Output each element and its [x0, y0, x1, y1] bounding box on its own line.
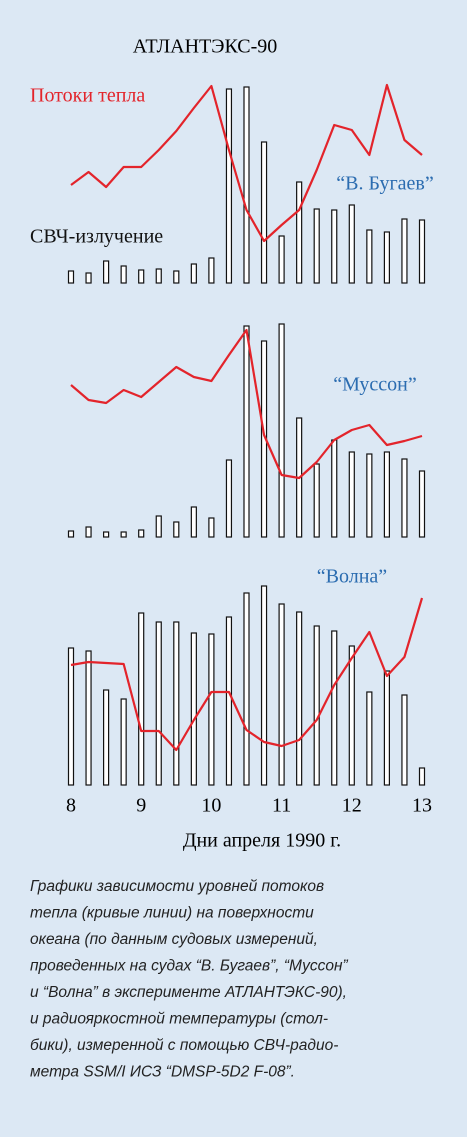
bar	[383, 670, 390, 786]
x-tick-label: 10	[201, 795, 221, 817]
bar	[138, 612, 145, 786]
caption-line: тепла (кривые линии) на поверхности	[30, 905, 314, 922]
bar	[85, 272, 92, 284]
bar	[331, 630, 338, 786]
bar	[190, 506, 197, 538]
bar	[208, 517, 215, 538]
bar	[173, 621, 180, 786]
bar	[260, 141, 268, 284]
bar	[155, 515, 162, 538]
bar	[331, 209, 338, 284]
caption-line: океана (по данным судовых измерений,	[30, 931, 318, 948]
bar	[418, 767, 426, 786]
legend-label: СВЧ-излучение	[30, 226, 163, 248]
bar	[418, 470, 426, 538]
bar	[155, 621, 162, 786]
bar	[278, 235, 285, 284]
bar	[225, 459, 233, 538]
caption-line: проведенных на судах “В. Бугаев”, “Муссо…	[30, 958, 349, 975]
bar	[190, 632, 197, 786]
bar	[173, 521, 180, 538]
bar	[208, 257, 215, 284]
x-tick-label: 8	[66, 795, 76, 817]
x-tick-label: 12	[342, 795, 362, 817]
bar	[418, 219, 426, 284]
bar	[366, 229, 373, 284]
bar	[278, 323, 285, 538]
bar	[120, 265, 127, 284]
bar	[120, 698, 127, 786]
bar	[401, 218, 408, 284]
heat-flux-line	[70, 83, 423, 243]
bar	[366, 691, 373, 786]
bar	[173, 270, 180, 284]
bar	[313, 208, 320, 284]
caption-line: и “Волна” в эксперименте АТЛАНТЭКС-90),	[30, 984, 347, 1001]
bar	[383, 231, 390, 284]
ship-label: “Муссон”	[333, 374, 417, 396]
ship-label: “Волна”	[317, 566, 387, 588]
bar	[313, 625, 320, 786]
bar	[243, 86, 250, 284]
x-tick-label: 9	[136, 795, 146, 817]
bar	[85, 526, 92, 538]
chart-title: АТЛАНТЭКС-90	[133, 36, 278, 58]
ship-label: “В. Бугаев”	[336, 173, 433, 195]
bar	[67, 530, 75, 538]
bar	[348, 645, 355, 786]
caption-line: метра SSM/I ИСЗ “DMSP-5D2 F-08”.	[30, 1064, 295, 1081]
bar	[383, 451, 390, 538]
bar	[225, 616, 233, 786]
heat-flux-line	[70, 328, 423, 480]
bar	[208, 633, 215, 786]
bar	[401, 694, 408, 786]
bar	[190, 263, 197, 284]
x-tick-label: 11	[272, 795, 291, 817]
bar	[102, 689, 110, 786]
bar	[278, 603, 285, 786]
bar	[401, 458, 408, 538]
bar	[366, 453, 373, 538]
bar	[102, 531, 110, 538]
x-tick-label: 13	[412, 795, 432, 817]
bar	[296, 181, 303, 284]
bar	[296, 611, 303, 786]
x-axis-label: Дни апреля 1990 г.	[183, 830, 341, 852]
legend-label: Потоки тепла	[30, 85, 145, 107]
caption-line: и радиояркостной температуры (стол-	[30, 1011, 328, 1028]
bar	[331, 439, 338, 538]
bar	[138, 529, 145, 538]
bar	[155, 268, 162, 284]
bar	[348, 204, 355, 284]
bar	[260, 585, 268, 786]
bar	[348, 451, 355, 538]
bar	[67, 647, 75, 786]
bar	[102, 260, 110, 284]
heat-flux-line	[70, 597, 424, 752]
caption-line: бики), измеренной с помощью СВЧ-радио-	[30, 1037, 338, 1054]
bar	[313, 463, 320, 538]
bar	[243, 325, 250, 538]
caption-line: Графики зависимости уровней потоков	[30, 878, 324, 895]
bar	[138, 269, 145, 284]
bar	[120, 531, 127, 538]
bar	[243, 592, 250, 786]
bar	[67, 270, 75, 284]
bar	[225, 88, 233, 284]
bar	[85, 650, 92, 786]
